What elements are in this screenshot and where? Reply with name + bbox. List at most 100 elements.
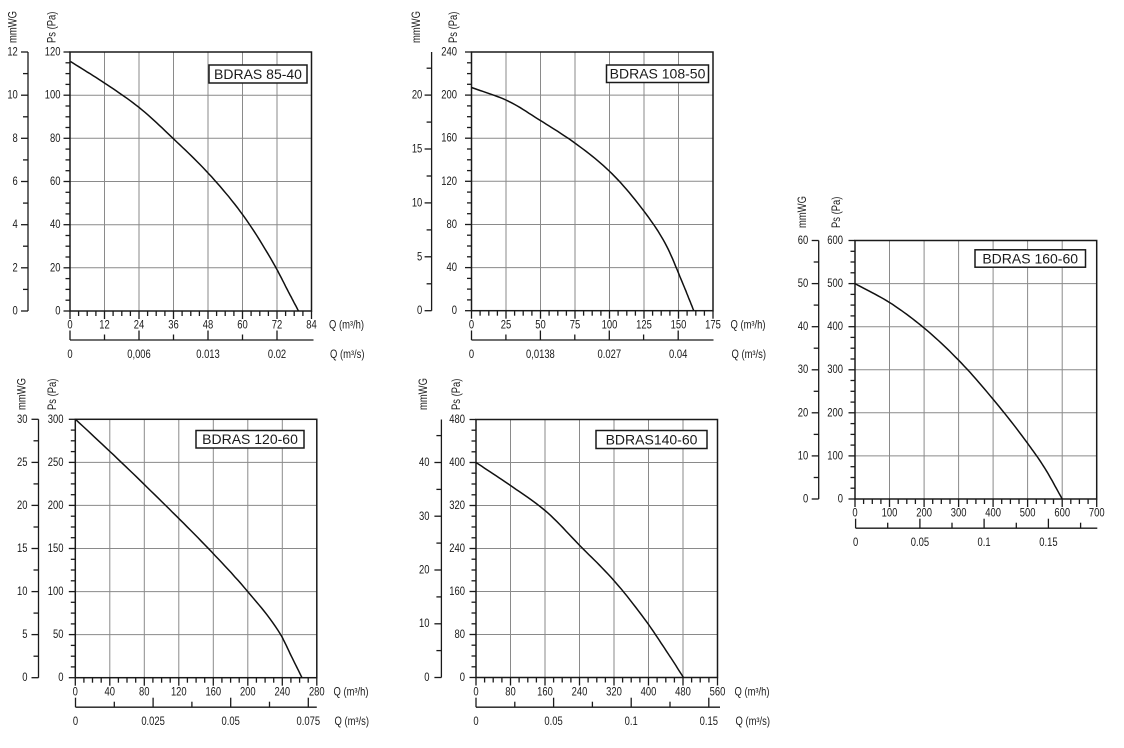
svg-text:2: 2: [13, 261, 18, 274]
svg-text:Q (m³/h): Q (m³/h): [334, 686, 369, 699]
svg-text:Q (m³/h): Q (m³/h): [329, 319, 364, 332]
svg-text:Q (m³/s): Q (m³/s): [330, 348, 365, 361]
svg-text:250: 250: [48, 456, 64, 469]
svg-text:100: 100: [882, 507, 898, 520]
svg-text:125: 125: [636, 319, 652, 332]
svg-text:500: 500: [827, 277, 843, 290]
svg-text:12: 12: [7, 46, 18, 59]
svg-text:50: 50: [535, 319, 546, 332]
svg-text:10: 10: [412, 197, 423, 210]
svg-text:mmWG: mmWG: [410, 11, 423, 43]
svg-text:175: 175: [705, 319, 721, 332]
svg-text:200: 200: [48, 499, 64, 512]
svg-text:240: 240: [572, 686, 588, 699]
svg-text:4: 4: [13, 218, 18, 231]
svg-text:48: 48: [203, 319, 214, 332]
svg-text:20: 20: [412, 89, 423, 102]
svg-text:100: 100: [48, 585, 64, 598]
svg-text:500: 500: [1020, 507, 1036, 520]
svg-text:0.075: 0.075: [297, 715, 321, 728]
svg-text:50: 50: [798, 277, 809, 290]
svg-text:400: 400: [827, 320, 843, 333]
svg-text:160: 160: [205, 686, 221, 699]
svg-text:72: 72: [272, 319, 283, 332]
svg-text:0.04: 0.04: [669, 348, 687, 361]
svg-text:80: 80: [50, 132, 61, 145]
svg-text:Q (m³/h): Q (m³/h): [731, 319, 766, 332]
svg-text:BDRAS 120-60: BDRAS 120-60: [202, 431, 298, 447]
svg-text:12: 12: [99, 319, 110, 332]
svg-text:BDRAS 108-50: BDRAS 108-50: [610, 66, 706, 82]
svg-text:40: 40: [447, 261, 458, 274]
svg-text:0: 0: [473, 715, 478, 728]
svg-text:0: 0: [853, 536, 858, 549]
svg-text:300: 300: [48, 413, 64, 426]
svg-text:80: 80: [447, 218, 458, 231]
svg-text:480: 480: [449, 413, 465, 426]
svg-text:0.15: 0.15: [700, 715, 718, 728]
svg-text:Ps (Pa): Ps (Pa): [450, 379, 463, 410]
svg-text:480: 480: [675, 686, 691, 699]
svg-text:BDRAS 85-40: BDRAS 85-40: [214, 66, 302, 82]
svg-text:200: 200: [441, 89, 457, 102]
svg-text:mmWG: mmWG: [417, 378, 430, 410]
svg-text:560: 560: [710, 686, 726, 699]
svg-text:mmWG: mmWG: [15, 378, 28, 410]
svg-text:320: 320: [606, 686, 622, 699]
svg-text:10: 10: [798, 450, 809, 463]
svg-text:0,0138: 0,0138: [526, 348, 555, 361]
svg-text:0.05: 0.05: [911, 536, 929, 549]
svg-text:60: 60: [50, 175, 61, 188]
svg-text:0: 0: [13, 305, 18, 318]
svg-text:100: 100: [45, 89, 61, 102]
svg-text:160: 160: [449, 585, 465, 598]
svg-text:20: 20: [17, 499, 28, 512]
svg-text:0.15: 0.15: [1039, 536, 1057, 549]
svg-text:400: 400: [641, 686, 657, 699]
svg-text:160: 160: [441, 132, 457, 145]
svg-text:30: 30: [17, 413, 28, 426]
svg-text:0: 0: [67, 319, 72, 332]
svg-text:40: 40: [50, 218, 61, 231]
svg-text:8: 8: [13, 132, 18, 145]
svg-text:0: 0: [417, 304, 422, 317]
svg-text:280: 280: [309, 686, 325, 699]
svg-text:0,006: 0,006: [127, 348, 151, 361]
svg-text:84: 84: [306, 319, 317, 332]
svg-text:10: 10: [7, 89, 18, 102]
svg-text:0: 0: [469, 348, 474, 361]
svg-text:150: 150: [48, 542, 64, 555]
svg-text:mmWG: mmWG: [796, 196, 809, 228]
svg-text:Q (m³/s): Q (m³/s): [736, 715, 771, 728]
svg-text:40: 40: [105, 686, 116, 699]
svg-text:300: 300: [827, 363, 843, 376]
svg-text:0.02: 0.02: [268, 348, 286, 361]
svg-text:240: 240: [441, 46, 457, 59]
svg-text:15: 15: [412, 143, 423, 156]
svg-text:10: 10: [419, 617, 430, 630]
svg-text:0: 0: [803, 493, 808, 506]
svg-text:160: 160: [537, 686, 553, 699]
svg-text:6: 6: [13, 175, 18, 188]
svg-text:0.013: 0.013: [196, 348, 220, 361]
svg-text:0.1: 0.1: [978, 536, 991, 549]
svg-text:Q (m³/h): Q (m³/h): [735, 686, 770, 699]
svg-text:24: 24: [134, 319, 145, 332]
svg-text:0: 0: [460, 671, 465, 684]
svg-text:0: 0: [73, 686, 78, 699]
svg-text:700: 700: [1089, 507, 1105, 520]
svg-text:5: 5: [22, 628, 27, 641]
svg-text:100: 100: [827, 450, 843, 463]
svg-text:60: 60: [237, 319, 248, 332]
svg-text:200: 200: [916, 507, 932, 520]
svg-text:40: 40: [419, 456, 430, 469]
svg-text:75: 75: [570, 319, 581, 332]
svg-text:0: 0: [424, 671, 429, 684]
svg-text:mmWG: mmWG: [7, 11, 20, 43]
svg-text:Q (m³/s): Q (m³/s): [732, 348, 767, 361]
svg-text:100: 100: [602, 319, 618, 332]
svg-text:120: 120: [171, 686, 187, 699]
svg-text:20: 20: [50, 261, 61, 274]
svg-text:Ps (Pa): Ps (Pa): [830, 197, 843, 228]
svg-text:0: 0: [473, 686, 478, 699]
